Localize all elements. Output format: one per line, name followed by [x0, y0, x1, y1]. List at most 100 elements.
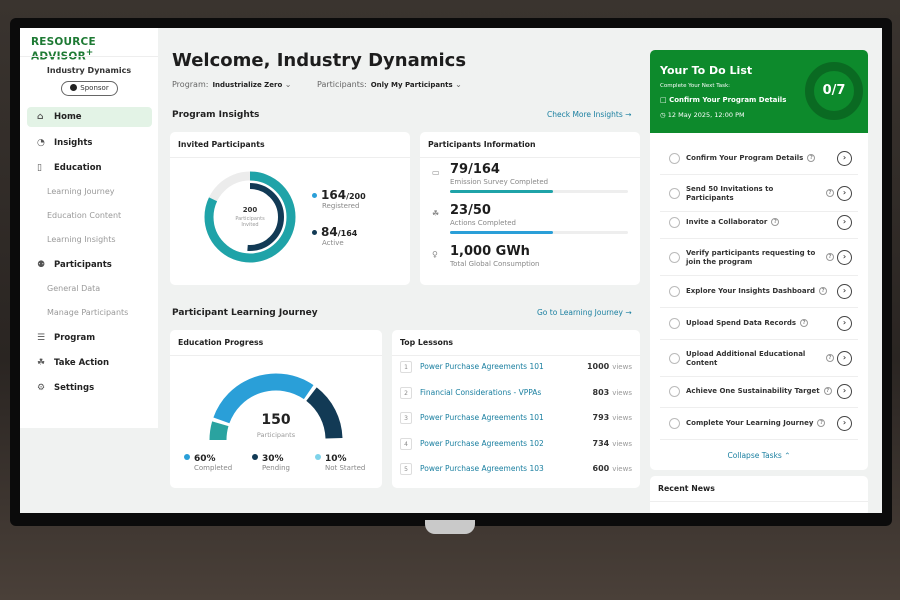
sidebar-item-take-action[interactable]: ☘ Take Action: [27, 353, 152, 373]
role-badge: Sponsor: [61, 81, 118, 96]
todo-task[interactable]: Upload Spend Data Records? ›: [660, 308, 858, 340]
sidebar-item-program[interactable]: ☰ Program: [27, 328, 152, 348]
sidebar-item-settings[interactable]: ⚙ Settings: [27, 378, 152, 398]
chevron-right-circle-icon[interactable]: ›: [837, 284, 852, 299]
task-label: Verify participants requesting to join t…: [686, 248, 816, 266]
legend-not-started: 10% Not Started: [315, 454, 365, 472]
lesson-row[interactable]: 3 Power Purchase Agreements 101 793 views: [400, 409, 632, 429]
task-checkbox[interactable]: [669, 286, 680, 297]
task-checkbox[interactable]: [669, 153, 680, 164]
help-icon[interactable]: ?: [807, 154, 816, 162]
task-label: Achieve One Sustainability Target: [686, 387, 820, 395]
check-more-insights-link[interactable]: Check More Insights →: [547, 110, 632, 119]
lesson-title-link[interactable]: Financial Considerations - VPPAs: [420, 387, 542, 397]
sidebar-subitem[interactable]: Education Content: [47, 211, 121, 220]
sidebar: RESOURCE ADVISOR+ Industry Dynamics Spon…: [20, 28, 158, 428]
task-checkbox[interactable]: [669, 418, 680, 429]
task-checkbox[interactable]: [669, 251, 680, 263]
todo-task[interactable]: Complete Your Learning Journey? ›: [660, 408, 858, 440]
task-checkbox[interactable]: [669, 318, 680, 329]
sidebar-item-participants[interactable]: ⚉ Participants: [27, 255, 152, 275]
participants-filter[interactable]: Participants: Only My Participants ⌄: [317, 80, 462, 89]
task-checkbox[interactable]: [669, 352, 680, 364]
invited-participants-card: Invited Participants 200 Participants In…: [170, 132, 410, 285]
task-checkbox[interactable]: [669, 217, 680, 228]
task-label: Upload Spend Data Records: [686, 319, 797, 327]
lesson-title-link[interactable]: Power Purchase Agreements 101: [420, 413, 544, 422]
task-label: Complete Your Learning Journey: [686, 419, 814, 427]
sidebar-subitem[interactable]: Learning Journey: [47, 187, 114, 196]
card-title: Invited Participants: [170, 132, 410, 158]
lesson-title-link[interactable]: Power Purchase Agreements 102: [420, 438, 544, 448]
logo[interactable]: RESOURCE ADVISOR+: [31, 36, 96, 63]
chevron-right-circle-icon[interactable]: ›: [837, 185, 852, 201]
todo-task[interactable]: Invite a Collaborator? ›: [660, 207, 858, 239]
lesson-row[interactable]: 2 Financial Considerations - VPPAs 803 view…: [400, 384, 632, 404]
lesson-rank: 2: [400, 386, 412, 399]
chevron-right-circle-icon[interactable]: ›: [837, 350, 852, 366]
gauge-segment-pending: [306, 387, 343, 439]
help-icon[interactable]: ?: [826, 188, 834, 197]
lesson-title-link[interactable]: Power Purchase Agreements 103: [420, 464, 544, 473]
sidebar-item-label: Insights: [54, 138, 93, 148]
sidebar-subitem[interactable]: General Data: [47, 284, 100, 293]
next-task-link[interactable]: □ Confirm Your Program Details: [660, 96, 787, 104]
lesson-views: 793 views: [592, 413, 632, 422]
lesson-views: 1000 views: [586, 362, 632, 371]
sidebar-item-label: Settings: [54, 383, 95, 393]
education-gauge: [209, 373, 343, 441]
clipboard-icon: □: [660, 96, 670, 104]
screen: RESOURCE ADVISOR+ Industry Dynamics Spon…: [20, 28, 882, 513]
todo-task[interactable]: Send 50 Invitations to Participants? ›: [660, 175, 858, 212]
chevron-right-circle-icon[interactable]: ›: [837, 215, 852, 230]
todo-task[interactable]: Upload Additional Educational Content? ›: [660, 340, 858, 377]
sidebar-subitem[interactable]: Learning Insights: [47, 235, 116, 244]
sidebar-item-insights[interactable]: ◔ Insights: [27, 133, 152, 153]
help-icon[interactable]: ?: [771, 218, 780, 226]
lesson-row[interactable]: 1 Power Purchase Agreements 101 1000 views: [400, 358, 632, 378]
chevron-right-circle-icon[interactable]: ›: [837, 249, 852, 265]
chevron-right-circle-icon[interactable]: ›: [837, 416, 852, 431]
divider: [20, 56, 158, 57]
clipboard-icon: ▭: [432, 168, 440, 177]
program-filter[interactable]: Program: Industrialize Zero ⌄: [172, 80, 292, 89]
registered-arc: [204, 171, 296, 263]
lesson-views: 803 views: [592, 387, 632, 397]
help-icon[interactable]: ?: [823, 387, 832, 395]
sponsor-icon: [70, 84, 78, 91]
home-icon: ⌂: [37, 112, 44, 122]
info-label: Emission Survey Completed: [450, 178, 549, 186]
go-to-learning-journey-link[interactable]: Go to Learning Journey →: [537, 308, 632, 317]
help-icon[interactable]: ?: [826, 353, 834, 362]
sidebar-subitem[interactable]: Manage Participants: [47, 308, 128, 317]
learning-journey-heading: Participant Learning Journey: [172, 308, 318, 318]
help-icon[interactable]: ?: [826, 252, 834, 261]
task-label: Confirm Your Program Details: [686, 154, 804, 162]
todo-task[interactable]: Achieve One Sustainability Target? ›: [660, 376, 858, 408]
sidebar-item-label: Home: [54, 112, 82, 122]
todo-task[interactable]: Explore Your Insights Dashboard? ›: [660, 276, 858, 308]
pie-chart-icon: ◔: [37, 138, 45, 148]
donut-center-value: 200: [242, 206, 258, 214]
help-icon[interactable]: ?: [800, 319, 809, 327]
chevron-right-circle-icon[interactable]: ›: [837, 384, 852, 399]
help-icon[interactable]: ?: [819, 287, 828, 295]
task-checkbox[interactable]: [669, 187, 680, 199]
chevron-right-circle-icon[interactable]: ›: [837, 316, 852, 331]
lesson-row[interactable]: 5 Power Purchase Agreements 103 600 views: [400, 460, 632, 480]
chevron-right-circle-icon[interactable]: ›: [837, 151, 852, 166]
sidebar-item-education[interactable]: ▯ Education: [27, 158, 152, 178]
help-icon[interactable]: ?: [817, 419, 826, 427]
lesson-row[interactable]: 4 Power Purchase Agreements 102 734 views: [400, 435, 632, 455]
lesson-views: 734 views: [592, 438, 632, 448]
todo-progress-ring: 0/7: [805, 62, 863, 120]
education-progress-card: Education Progress 150 Participants 60% C…: [170, 330, 382, 488]
todo-task[interactable]: Verify participants requesting to join t…: [660, 239, 858, 276]
sidebar-item-home[interactable]: ⌂ Home: [27, 107, 152, 127]
todo-task[interactable]: Confirm Your Program Details? ›: [660, 143, 858, 175]
task-checkbox[interactable]: [669, 386, 680, 397]
monitor-stand: [425, 520, 475, 534]
collapse-tasks-button[interactable]: Collapse Tasks ⌃: [727, 451, 791, 460]
lesson-title-link[interactable]: Power Purchase Agreements 101: [420, 362, 544, 371]
next-task-label: Complete Your Next Task:: [660, 83, 731, 89]
